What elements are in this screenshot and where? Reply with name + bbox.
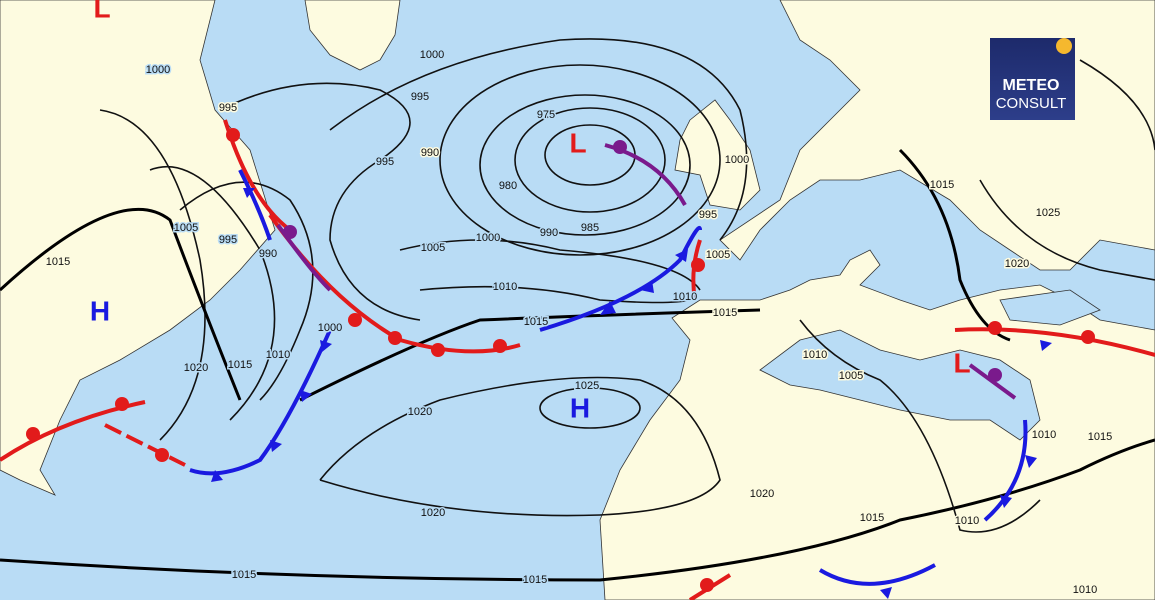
isobar-label: 1015 xyxy=(860,512,884,524)
isobar-label: 1005 xyxy=(839,370,863,382)
isobar-label: 990 xyxy=(259,248,277,260)
isobar-label: 980 xyxy=(499,180,517,192)
isobar-label: 995 xyxy=(411,91,429,103)
isobar-label: 1015 xyxy=(46,256,70,268)
isobar-label: 1010 xyxy=(673,291,697,303)
low-center: L xyxy=(93,0,110,23)
isobar-label: 985 xyxy=(581,222,599,234)
logo-text: CONSULT xyxy=(996,95,1067,112)
isobar-label: 1015 xyxy=(523,574,547,586)
isobar-label: 1015 xyxy=(232,569,256,581)
isobar-label: 1020 xyxy=(408,406,432,418)
eurasia-africa xyxy=(599,0,1155,600)
high-center: H xyxy=(570,392,590,423)
isobar-label: 1005 xyxy=(706,249,730,261)
isobar-label: 1015 xyxy=(713,307,737,319)
logo-text: METEO xyxy=(1003,77,1060,94)
isobar-label: 990 xyxy=(421,147,439,159)
isobar-label: 1010 xyxy=(1073,584,1097,596)
black-sea xyxy=(999,289,1101,326)
isobar-label: 1015 xyxy=(930,179,954,191)
uk xyxy=(674,99,761,211)
isobar-label: 1005 xyxy=(174,222,198,234)
isobars xyxy=(0,38,1155,582)
isobar-label: 1020 xyxy=(421,507,445,519)
isobar-label: 1020 xyxy=(750,488,774,500)
isobar-label: 1010 xyxy=(266,349,290,361)
isobar-label: 995 xyxy=(376,156,394,168)
isobar-label: 1020 xyxy=(1005,258,1029,270)
logo-sun xyxy=(1056,38,1072,54)
high-center: H xyxy=(90,295,110,326)
isobar-label: 1000 xyxy=(725,154,749,166)
isobar-label: 995 xyxy=(219,102,237,114)
fronts xyxy=(0,119,1155,600)
isobar-label: 1025 xyxy=(1036,207,1060,219)
isobar-label: 1025 xyxy=(575,380,599,392)
isobar-label: 1000 xyxy=(476,232,500,244)
low-center: L xyxy=(953,347,970,378)
low-center: L xyxy=(569,127,586,158)
isobar-label: 1015 xyxy=(524,316,548,328)
north-america xyxy=(0,0,276,496)
isobar-label: 995 xyxy=(219,234,237,246)
isobar-label: 1000 xyxy=(420,49,444,61)
isobar-label: 1010 xyxy=(955,515,979,527)
isobar-label: 1015 xyxy=(1088,431,1112,443)
isobar-label: 1000 xyxy=(146,64,170,76)
isobar-label: 1005 xyxy=(421,242,445,254)
isobar-label: 1010 xyxy=(1032,429,1056,441)
isobar-label: 1015 xyxy=(228,359,252,371)
isobar-label: 1020 xyxy=(184,362,208,374)
isobar-label: 995 xyxy=(699,209,717,221)
mediterranean xyxy=(759,329,1041,441)
isobar-label: 990 xyxy=(540,227,558,239)
isobar-label: 1010 xyxy=(803,349,827,361)
isobar-label: 1000 xyxy=(318,322,342,334)
greenland xyxy=(304,0,401,71)
isobar-labels: 1000 1000 995 995 990 975 980 985 990 1000 1005 101… xyxy=(44,47,1113,597)
isobar-label: 975 xyxy=(537,109,555,121)
isobar-label: 1010 xyxy=(493,281,517,293)
